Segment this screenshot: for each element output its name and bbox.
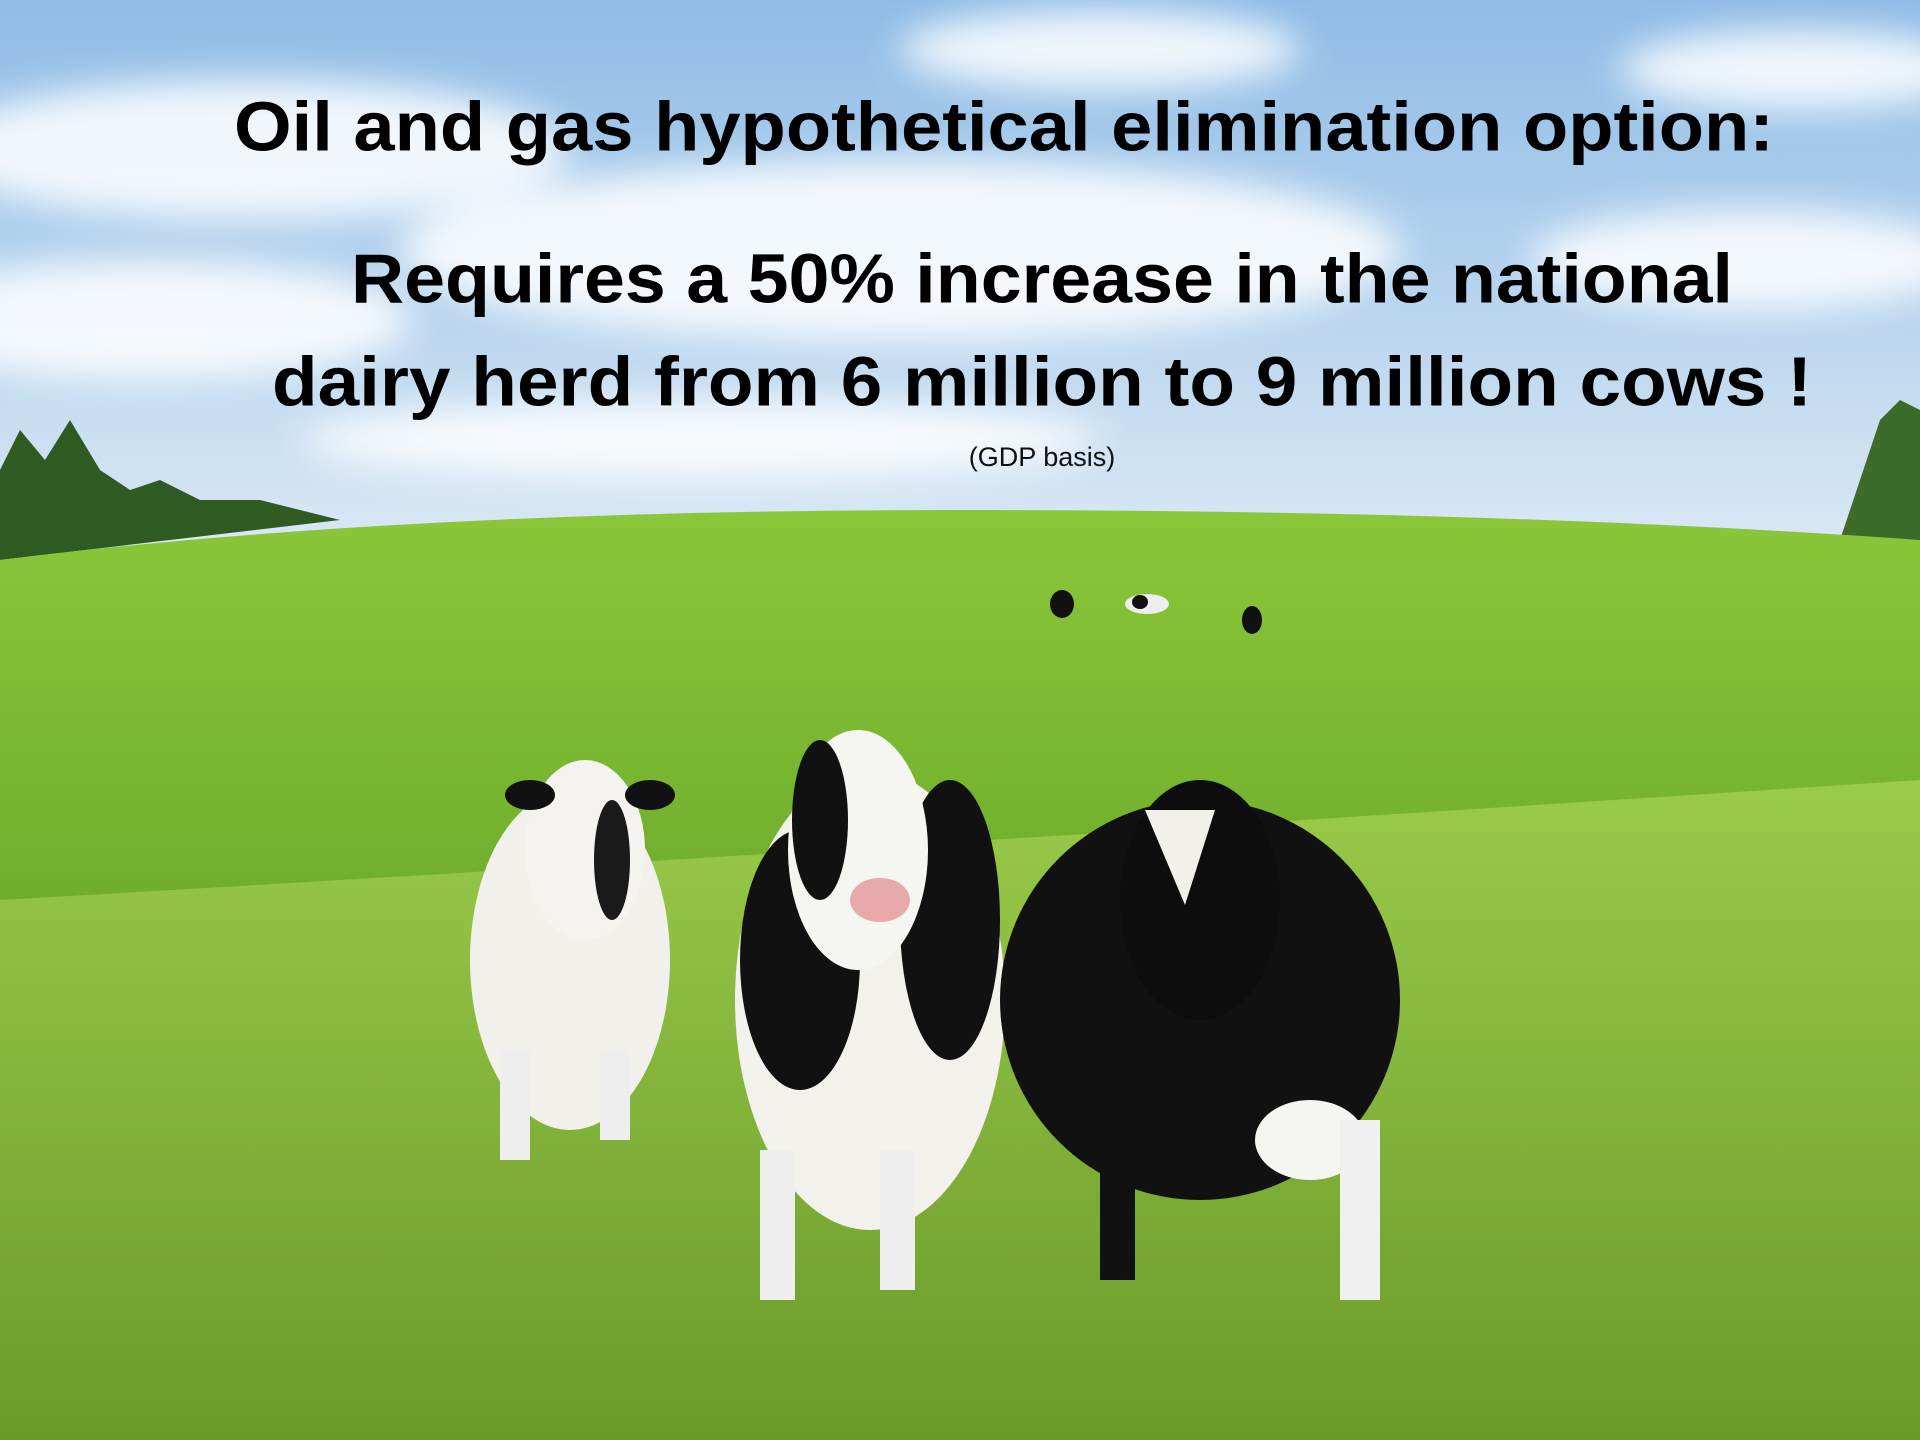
background-photo <box>0 0 1920 1440</box>
headline-line: Requires a 50% increase in the national <box>351 239 1733 317</box>
note: (GDP basis) <box>969 442 1116 472</box>
slide-title: Oil and gas hypothetical elimination opt… <box>234 87 1774 165</box>
page: Oil and gas hypothetical elimination opt… <box>0 0 1920 1440</box>
headline-line: dairy herd from 6 million to 9 million c… <box>272 342 1812 420</box>
slide: Oil and gas hypothetical elimination opt… <box>0 0 1920 1440</box>
